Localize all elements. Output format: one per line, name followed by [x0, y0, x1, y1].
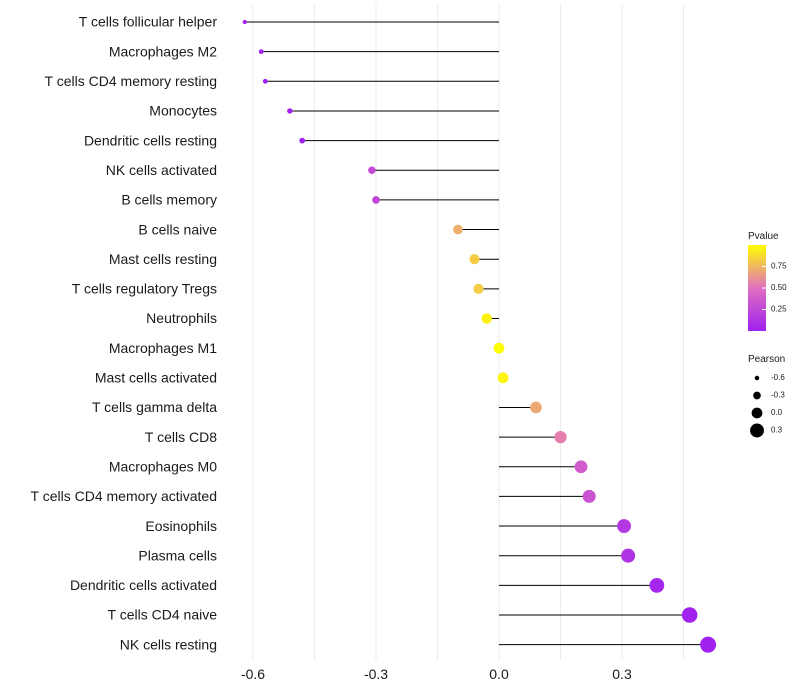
category-label: Macrophages M1: [109, 340, 217, 356]
category-label: B cells memory: [121, 192, 217, 208]
category-label: T cells gamma delta: [92, 399, 217, 415]
lollipop-point: [582, 489, 596, 503]
grid-lines: [252, 5, 684, 660]
pvalue-legend-label: 0.25: [771, 305, 787, 314]
pvalue-legend-title: Pvalue: [748, 231, 779, 242]
lollipop-point: [481, 313, 492, 324]
pearson-legend-keys: -0.6 -0.3 0.0 0.3: [750, 373, 785, 438]
pvalue-legend-label: 0.75: [771, 262, 787, 271]
pearson-legend-label: 0.3: [771, 426, 783, 435]
category-label: Eosinophils: [145, 518, 217, 534]
category-label: Plasma cells: [138, 547, 217, 563]
pvalue-colorbar: [748, 245, 766, 331]
category-label: T cells CD8: [145, 429, 217, 445]
category-label: T cells CD4 memory activated: [31, 488, 217, 504]
category-label: B cells naive: [138, 221, 217, 237]
category-label: Mast cells activated: [95, 370, 217, 386]
lollipop-point: [473, 283, 484, 294]
x-tick-label: 0.3: [612, 666, 632, 682]
category-label: Monocytes: [149, 103, 217, 119]
pvalue-legend-ticks: 0.75 0.50 0.25: [762, 262, 787, 314]
category-label: T cells CD4 naive: [108, 607, 218, 623]
category-label: Macrophages M2: [109, 43, 217, 59]
category-label: NK cells resting: [120, 636, 217, 652]
lollipop-point: [299, 137, 306, 144]
pearson-legend: Pearson -0.6 -0.3 0.0 0.3: [748, 354, 785, 438]
category-label: NK cells activated: [106, 162, 217, 178]
pvalue-legend: Pvalue 0.75 0.50 0.25: [748, 231, 787, 331]
x-tick-label: -0.3: [364, 666, 388, 682]
category-label: T cells follicular helper: [79, 14, 218, 30]
pvalue-legend-label: 0.50: [771, 283, 787, 292]
lollipop-point: [530, 401, 542, 414]
lollipop-point: [493, 342, 505, 354]
pearson-legend-dot: [750, 423, 764, 438]
pearson-legend-dot: [754, 375, 760, 381]
lollipop-point: [621, 548, 636, 563]
pearson-legend-title: Pearson: [748, 354, 785, 365]
lollipop-point: [700, 636, 717, 653]
lollipop-point: [649, 577, 665, 593]
pearson-legend-dot: [751, 407, 763, 419]
pearson-legend-label: -0.3: [771, 391, 785, 400]
category-label: Dendritic cells activated: [70, 577, 217, 593]
category-label: Macrophages M0: [109, 458, 217, 474]
lollipop-point: [554, 430, 567, 444]
category-labels: T cells follicular helper Macrophages M2 T…: [31, 14, 218, 653]
lollipop-point: [242, 19, 247, 25]
lollipop-point: [469, 254, 480, 265]
lollipop-point: [681, 607, 698, 623]
pearson-legend-label: 0.0: [771, 408, 783, 417]
lollipop-points: [242, 19, 717, 653]
pearson-legend-dot: [753, 391, 761, 400]
lollipop-point: [372, 196, 380, 204]
x-axis-ticks: -0.6 -0.3 0.0 0.3: [241, 666, 632, 682]
lollipop-point: [287, 108, 293, 114]
pearson-legend-label: -0.6: [771, 373, 785, 382]
lollipop-point: [453, 224, 463, 235]
category-label: Dendritic cells resting: [84, 132, 217, 148]
lollipop-stems: [244, 21, 709, 646]
lollipop-point: [368, 166, 376, 175]
category-label: Neutrophils: [146, 310, 217, 326]
lollipop-point: [262, 78, 268, 84]
x-tick-label: 0.0: [489, 666, 509, 682]
lollipop-point: [617, 519, 632, 534]
category-label: T cells regulatory Tregs: [72, 281, 217, 297]
lollipop-point: [497, 372, 509, 384]
x-tick-label: -0.6: [241, 666, 265, 682]
lollipop-point: [258, 49, 264, 55]
lollipop-point: [574, 460, 588, 474]
category-label: Mast cells resting: [109, 251, 217, 267]
category-label: T cells CD4 memory resting: [45, 73, 217, 89]
